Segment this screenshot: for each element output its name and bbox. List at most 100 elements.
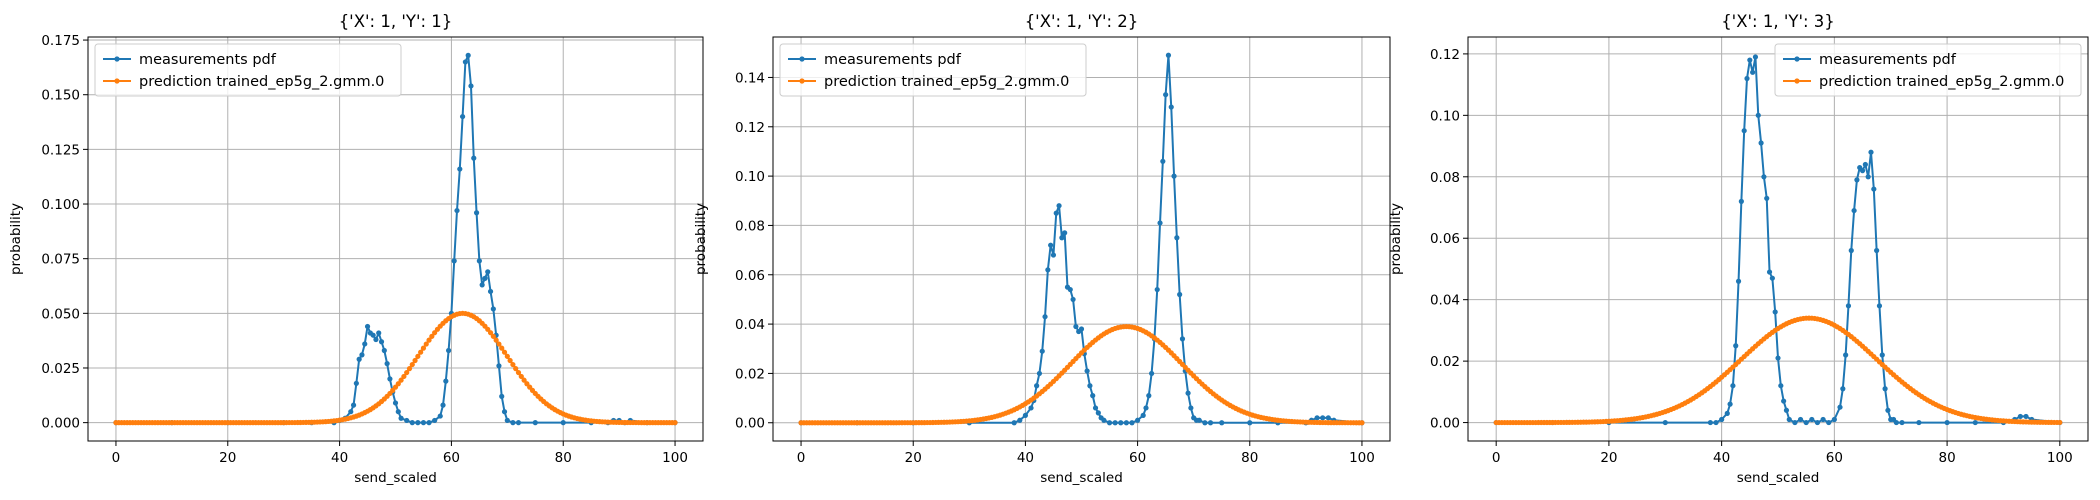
- data-point: [1157, 220, 1163, 226]
- data-point: [451, 258, 457, 264]
- data-point: [1775, 355, 1781, 361]
- data-point: [462, 59, 468, 65]
- legend: measurements pdf prediction trained_ep5g_…: [779, 43, 1087, 97]
- legend-label: prediction trained_ep5g_2.gmm.0: [139, 74, 384, 90]
- data-point: [1735, 278, 1742, 284]
- x-tick-label: 0: [1492, 450, 1501, 466]
- data-point: [395, 381, 401, 387]
- data-point: [1106, 420, 1113, 426]
- data-point: [1092, 405, 1099, 411]
- data-point: [1163, 92, 1169, 98]
- data-point: [672, 420, 678, 426]
- x-tick-label: 100: [662, 450, 688, 466]
- data-point: [459, 113, 466, 120]
- data-point: [1143, 405, 1149, 411]
- data-point: [1140, 412, 1146, 418]
- data-point: [1859, 168, 1866, 174]
- data-point: [401, 373, 407, 380]
- data-point: [513, 366, 519, 372]
- data-point: [418, 349, 424, 355]
- data-point: [1101, 417, 1107, 423]
- data-point: [384, 361, 390, 367]
- data-point: [362, 341, 368, 347]
- data-point: [1050, 252, 1057, 258]
- data-point: [2057, 419, 2063, 426]
- legend-label: measurements pdf: [1819, 52, 1957, 68]
- y-tick-label: 0.00: [1430, 416, 1460, 432]
- y-tick-label: 0.100: [41, 197, 80, 213]
- data-point: [482, 275, 488, 281]
- chart-title: {'X': 1, 'Y': 1}: [339, 12, 453, 31]
- data-point: [1733, 343, 1739, 349]
- data-point: [1207, 420, 1214, 426]
- x-axis-label: send_scaled: [1040, 470, 1123, 486]
- data-point: [1078, 326, 1085, 332]
- data-point: [1893, 419, 1899, 426]
- axes-frame: [772, 36, 1391, 442]
- legend-marker: [1794, 56, 1800, 62]
- y-tick-label: 0.175: [41, 33, 80, 49]
- series-measurements: [798, 52, 1365, 426]
- data-point: [415, 353, 421, 359]
- legend-box: [779, 43, 1087, 97]
- series-line: [801, 325, 1362, 424]
- data-point: [1053, 210, 1059, 216]
- data-point: [471, 155, 477, 161]
- data-point: [1084, 368, 1090, 374]
- data-point: [479, 282, 485, 288]
- data-point: [387, 376, 393, 382]
- data-point: [1848, 247, 1854, 254]
- data-point: [1781, 398, 1787, 404]
- data-point: [446, 347, 452, 354]
- grid: [1468, 37, 2088, 441]
- series-line: [1496, 55, 2060, 424]
- y-tick-label: 0.025: [41, 361, 80, 377]
- data-point: [1662, 419, 1668, 426]
- y-tick-label: 0.12: [1430, 47, 1460, 63]
- series-measurements: [1493, 54, 2063, 426]
- data-point: [515, 369, 522, 376]
- data-point: [1851, 207, 1857, 214]
- data-point: [1185, 390, 1191, 396]
- data-point: [378, 339, 385, 345]
- data-point: [1876, 303, 1883, 309]
- data-point: [1865, 174, 1871, 180]
- data-point: [521, 377, 527, 383]
- series-line: [1496, 317, 2060, 424]
- data-point: [350, 402, 357, 408]
- data-point: [1730, 383, 1736, 389]
- data-point: [1862, 161, 1868, 168]
- x-tick-label: 20: [1600, 450, 1617, 466]
- series-line: [801, 54, 1363, 424]
- y-tick-label: 0.08: [735, 218, 765, 234]
- data-point: [468, 83, 474, 89]
- x-tick-label: 0: [797, 450, 806, 466]
- x-tick-label: 100: [1349, 450, 1375, 466]
- y-tick-label: 0.04: [1430, 293, 1460, 309]
- x-tick-label: 60: [1826, 450, 1843, 466]
- data-point: [1034, 383, 1040, 389]
- legend-box: [1774, 43, 2082, 97]
- data-point: [1837, 404, 1843, 410]
- data-point: [1087, 383, 1093, 389]
- data-point: [485, 269, 491, 275]
- data-point: [1826, 419, 1832, 426]
- data-point: [1160, 158, 1166, 164]
- data-point: [1028, 405, 1034, 411]
- chart-panel-2: 0 20 40 60 80 100 0.00 0.02 0.04 0.06 0.08 0.10 0.12…: [693, 12, 1391, 486]
- data-point: [1247, 420, 1253, 426]
- data-point: [1778, 383, 1784, 389]
- data-point: [473, 210, 480, 216]
- data-point: [1118, 420, 1124, 426]
- data-point: [404, 417, 410, 424]
- chart-panel-1: 0 20 40 60 80 100 0.000 0.025 0.050 0.075 0.100 0.1…: [8, 12, 704, 486]
- data-point: [1814, 419, 1821, 426]
- legend-marker: [1794, 78, 1800, 84]
- data-point: [1874, 247, 1880, 254]
- data-point: [1882, 386, 1888, 392]
- y-axis-label: probability: [693, 203, 709, 275]
- x-tick-label: 40: [1713, 450, 1730, 466]
- data-point: [415, 420, 421, 426]
- data-point: [409, 361, 415, 368]
- data-point: [1820, 416, 1826, 423]
